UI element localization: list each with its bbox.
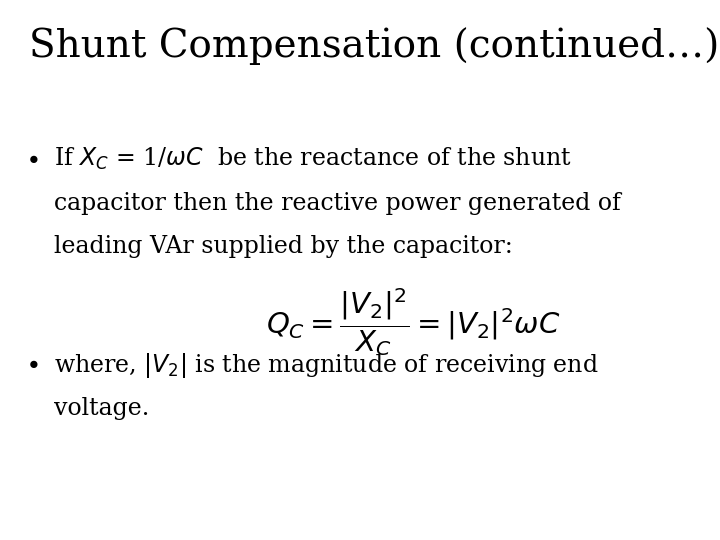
Text: If $\mathit{X_C}$ = 1/$\omega C$  be the reactance of the shunt: If $\mathit{X_C}$ = 1/$\omega C$ be the …: [54, 146, 572, 172]
Text: where, $|V_2|$ is the magnitude of receiving end: where, $|V_2|$ is the magnitude of recei…: [54, 351, 598, 380]
Text: $\bullet$: $\bullet$: [25, 351, 39, 375]
Text: capacitor then the reactive power generated of: capacitor then the reactive power genera…: [54, 192, 621, 215]
Text: voltage.: voltage.: [54, 397, 149, 420]
Text: Shunt Compensation (continued…): Shunt Compensation (continued…): [29, 27, 719, 65]
Text: $\bullet$: $\bullet$: [25, 146, 39, 170]
Text: $Q_C = \dfrac{|V_2|^2}{X_C} = |V_2|^2 \omega C$: $Q_C = \dfrac{|V_2|^2}{X_C} = |V_2|^2 \o…: [266, 286, 561, 358]
Text: leading VAr supplied by the capacitor:: leading VAr supplied by the capacitor:: [54, 235, 513, 258]
